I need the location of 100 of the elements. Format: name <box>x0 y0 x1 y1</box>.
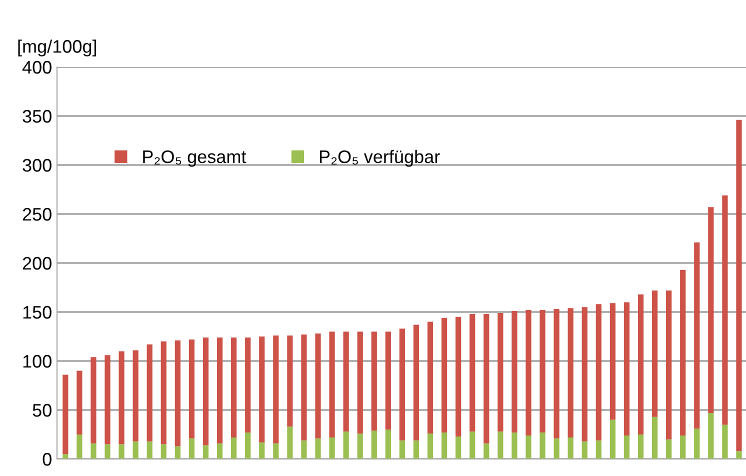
bar <box>568 308 574 438</box>
bar <box>680 435 686 459</box>
bar <box>231 437 237 459</box>
bar <box>118 444 124 459</box>
bar <box>427 322 434 434</box>
bar <box>399 440 406 459</box>
bar <box>568 437 574 459</box>
bar <box>652 416 658 459</box>
bar <box>680 270 686 436</box>
bar <box>62 374 68 454</box>
bar <box>343 432 349 459</box>
bar <box>526 435 532 459</box>
bar <box>554 309 560 438</box>
bar <box>188 438 195 459</box>
bar <box>427 434 434 459</box>
bar <box>90 357 96 444</box>
bar <box>301 334 307 440</box>
bar <box>216 337 223 444</box>
bar <box>441 318 448 433</box>
bar <box>722 195 728 425</box>
bar <box>512 432 518 459</box>
bar <box>357 332 363 434</box>
bar <box>273 336 279 444</box>
bar <box>216 443 223 459</box>
y-axis-title: [mg/100g] <box>18 40 96 56</box>
bar <box>610 420 616 459</box>
bar <box>259 336 265 442</box>
bar <box>638 434 644 459</box>
bar <box>357 434 363 459</box>
bar <box>329 332 335 438</box>
bar <box>540 432 546 459</box>
bar <box>512 311 518 433</box>
bar <box>498 312 504 432</box>
bar <box>259 442 265 459</box>
bar <box>118 351 124 444</box>
bar <box>202 337 209 446</box>
bar <box>554 438 560 459</box>
bar <box>62 454 68 459</box>
bar <box>526 310 532 436</box>
bar <box>456 316 462 436</box>
bar <box>456 436 462 459</box>
bar <box>385 430 391 459</box>
bar <box>315 438 321 459</box>
y-tick-label: 150 <box>23 306 52 319</box>
bar <box>666 290 672 440</box>
bar <box>329 437 335 459</box>
bar <box>231 337 237 438</box>
bar <box>174 446 180 459</box>
bar <box>413 440 420 459</box>
legend-label: P₂O₅ verfügbar <box>320 150 440 167</box>
bar <box>76 370 82 434</box>
bar <box>484 314 490 444</box>
bar <box>174 340 180 446</box>
bar <box>160 444 166 459</box>
bar <box>596 304 602 440</box>
bar <box>736 451 742 459</box>
legend-label: P₂O₅ gesamt <box>143 150 246 167</box>
bar <box>343 332 349 432</box>
bar <box>104 355 110 444</box>
y-tick-label: 400 <box>22 60 52 74</box>
bar <box>287 426 293 459</box>
y-tick-label: 50 <box>32 404 52 417</box>
bar <box>315 334 321 438</box>
bar <box>399 328 406 440</box>
bar <box>624 302 630 436</box>
bar <box>104 444 110 459</box>
bar <box>146 344 152 442</box>
bar <box>610 303 616 420</box>
bar <box>470 432 476 459</box>
y-tick-label: 100 <box>23 354 52 368</box>
bar <box>385 332 391 430</box>
bar <box>245 432 251 459</box>
bar <box>413 324 420 440</box>
bar <box>90 443 96 459</box>
bar <box>540 310 546 433</box>
bar <box>666 439 672 459</box>
bar <box>202 445 209 459</box>
bar <box>470 314 476 432</box>
bar <box>708 207 714 413</box>
bar <box>371 332 377 431</box>
bar <box>498 432 504 459</box>
bar <box>160 341 166 444</box>
bar <box>596 440 602 459</box>
bar <box>708 412 714 459</box>
bar <box>624 435 630 459</box>
bar <box>132 441 138 459</box>
bar <box>582 441 588 459</box>
bar <box>638 294 644 434</box>
bar <box>76 434 82 459</box>
bar <box>652 290 658 417</box>
y-tick-label: 250 <box>22 208 52 221</box>
y-tick-label: 300 <box>22 158 52 172</box>
bar <box>441 432 448 459</box>
bar <box>273 443 279 459</box>
bar <box>694 242 700 429</box>
bar <box>287 336 293 427</box>
bar <box>132 350 138 442</box>
bar <box>245 337 251 433</box>
y-tick-label: 350 <box>22 110 52 123</box>
bar <box>188 339 195 438</box>
